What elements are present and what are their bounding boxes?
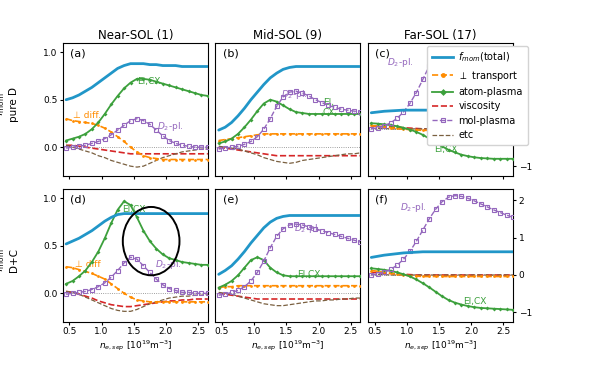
- Text: $f_\mathrm{mom}$
D+C: $f_\mathrm{mom}$ D+C: [0, 248, 19, 272]
- Text: (c): (c): [376, 48, 390, 58]
- Title: Far-SOL (17): Far-SOL (17): [404, 29, 477, 42]
- Text: (e): (e): [223, 194, 238, 204]
- Text: ⊥ diff.: ⊥ diff.: [74, 111, 101, 121]
- Text: $f_\mathrm{mom}$
pure D: $f_\mathrm{mom}$ pure D: [0, 87, 19, 122]
- Text: EI,CX: EI,CX: [462, 298, 486, 307]
- Title: Mid-SOL (9): Mid-SOL (9): [253, 29, 322, 42]
- Text: $D_2$-pl.: $D_2$-pl.: [400, 201, 426, 214]
- Text: EI,CX: EI,CX: [137, 77, 161, 86]
- Legend: $f_{mom}$(total), $\perp$ transport, atom-plasma, viscosity, mol-plasma, etc: $f_{mom}$(total), $\perp$ transport, ato…: [427, 46, 528, 145]
- Text: (d): (d): [70, 194, 86, 204]
- Text: EI,
CX: EI, CX: [322, 97, 334, 117]
- Text: EI,CX: EI,CX: [434, 145, 457, 154]
- Text: EI,CX: EI,CX: [297, 270, 320, 279]
- Text: EI,CX: EI,CX: [122, 205, 146, 214]
- Text: ⊥ diff: ⊥ diff: [74, 260, 100, 269]
- Text: $D_2$-pl.: $D_2$-pl.: [294, 222, 320, 235]
- Text: $D_2$-pl.: $D_2$-pl.: [155, 258, 181, 271]
- X-axis label: $n_{e,sep}$ [$10^{19}\mathrm{m}^{-3}$]: $n_{e,sep}$ [$10^{19}\mathrm{m}^{-3}$]: [251, 339, 325, 353]
- X-axis label: $n_{e,sep}$ [$10^{19}\mathrm{m}^{-3}$]: $n_{e,sep}$ [$10^{19}\mathrm{m}^{-3}$]: [99, 339, 172, 353]
- Text: (a): (a): [70, 48, 86, 58]
- Text: (b): (b): [223, 48, 238, 58]
- X-axis label: $n_{e,sep}$ [$10^{19}\mathrm{m}^{-3}$]: $n_{e,sep}$ [$10^{19}\mathrm{m}^{-3}$]: [404, 339, 477, 353]
- Text: $D_2$-pl.: $D_2$-pl.: [281, 89, 307, 102]
- Title: Near-SOL (1): Near-SOL (1): [98, 29, 173, 42]
- Text: $D_2$-pl.: $D_2$-pl.: [387, 56, 413, 69]
- Text: (f): (f): [376, 194, 388, 204]
- Text: $D_2$-pl.: $D_2$-pl.: [157, 120, 184, 133]
